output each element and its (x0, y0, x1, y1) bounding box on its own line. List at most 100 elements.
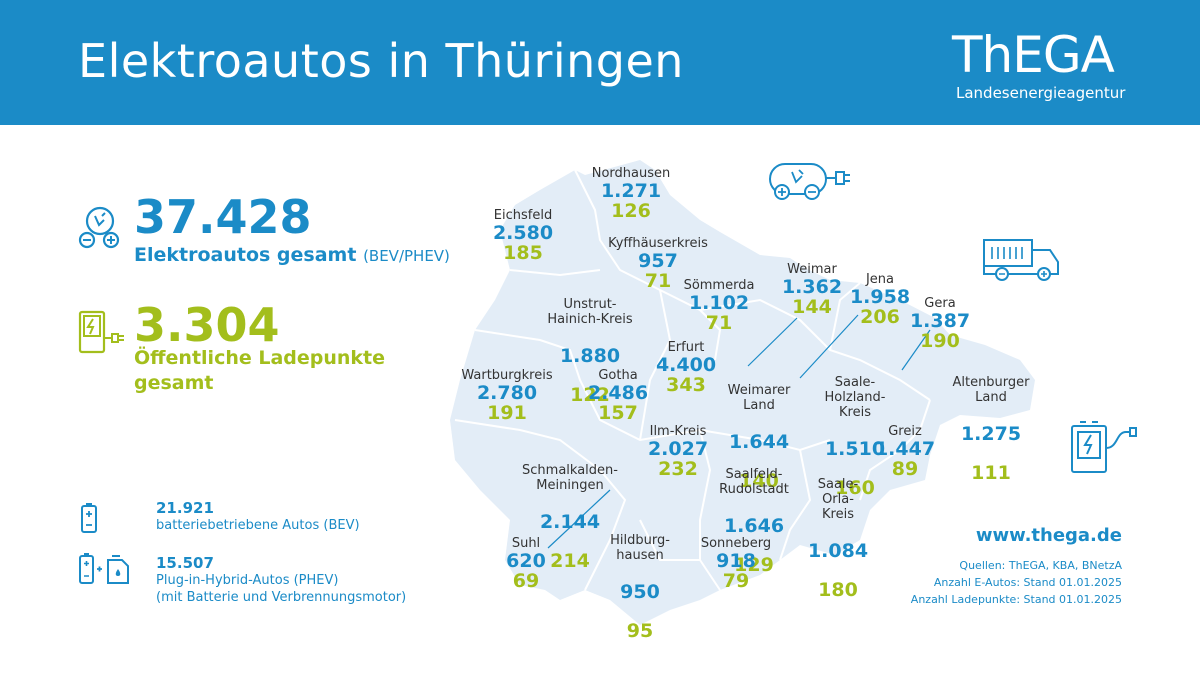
district-ev: 1.880 (559, 345, 621, 367)
map-shape (450, 160, 1035, 625)
border-line (859, 399, 931, 501)
district-hildburghausen: Hildburg- hausen 950 95 (598, 514, 682, 660)
district-ev: 1.387 (909, 310, 971, 332)
district-ilm-kreis: Ilm-Kreis 2.027 232 (638, 424, 718, 479)
district-charge: 79 (722, 570, 750, 592)
district-name: Weimar (787, 262, 837, 277)
district-name: Nordhausen (591, 166, 671, 181)
district-ev: 1.275 (960, 423, 1022, 445)
charging-station-icon (78, 310, 124, 354)
district-ev: 2.486 (587, 382, 649, 404)
source-line: Quellen: ThEGA, KBA, BNetzA (959, 559, 1122, 572)
district-ev: 918 (716, 550, 756, 572)
district-altenburger-land: Altenburger Land 1.275 111 (944, 356, 1038, 502)
phev-sub: (mit Batterie und Verbrennungsmotor) (156, 590, 407, 605)
border-line (509, 269, 601, 277)
district-ev: 4.400 (655, 354, 717, 376)
border-line (474, 329, 831, 452)
district-charge: 185 (503, 242, 543, 264)
district-ev: 2.780 (476, 382, 538, 404)
district-ev: 957 (638, 250, 678, 272)
phev-label: Plug-in-Hybrid-Autos (PHEV) (156, 573, 339, 588)
district-name: Greiz (888, 424, 922, 439)
car-plug-icon (769, 163, 850, 200)
truck-ev-icon (983, 239, 1059, 281)
leader-lines (547, 314, 931, 549)
district-name: Saale- Orla- Kreis (817, 477, 859, 522)
district-name: Gera (924, 296, 956, 311)
district-name: Ilm-Kreis (649, 424, 707, 439)
district-ev: 2.027 (647, 438, 709, 460)
ev-total-label-small: (BEV/PHEV) (363, 247, 450, 265)
district-charge: 71 (705, 312, 733, 334)
district-name: Eichsfeld (493, 208, 553, 223)
ev-total-label-text: Elektroautos gesamt (134, 244, 357, 266)
district-name: Jena (865, 272, 895, 287)
district-weimar: Weimar 1.362 144 (772, 262, 852, 317)
bev-label: batteriebetriebene Autos (BEV) (156, 518, 360, 533)
district-name: Altenburger Land (952, 375, 1030, 405)
sources-block: Quellen: ThEGA, KBA, BNetzA Anzahl E-Aut… (911, 557, 1122, 608)
logo-text: ThEGA (952, 26, 1115, 84)
district-unstrut-hainich: Unstrut- Hainich-Kreis 1.880 122 (540, 278, 640, 424)
district-ev: 1.084 (807, 540, 869, 562)
district-ev: 1.958 (849, 286, 911, 308)
district-gotha: Gotha 2.486 157 (578, 368, 658, 423)
district-charge: 71 (644, 270, 672, 292)
district-name: Sonneberg (700, 536, 772, 551)
district-charge: 122 (570, 384, 610, 406)
district-ev: 2.144 (539, 511, 601, 533)
district-wartburgkreis: Wartburgkreis 2.780 191 (452, 368, 562, 423)
source-line: Anzahl Ladepunkte: Stand 01.01.2025 (910, 593, 1122, 606)
district-borders (454, 169, 931, 591)
district-charge: 206 (860, 306, 900, 328)
thega-logo: ThEGA Landesenergieagentur (952, 26, 1126, 102)
page-title: Elektroautos in Thüringen (78, 34, 684, 88)
district-saale-orla-kreis: Saale- Orla- Kreis 1.084 180 (800, 458, 876, 619)
district-charge: 126 (611, 200, 651, 222)
district-nordhausen: Nordhausen 1.271 126 (586, 166, 676, 221)
district-charge: 214 (550, 550, 590, 572)
border-line (639, 289, 672, 441)
district-charge: 111 (971, 462, 1011, 484)
border-line (639, 519, 700, 561)
border-line (574, 169, 722, 361)
district-ev: 620 (506, 550, 546, 572)
district-kyffhaeuserkreis: Kyffhäuserkreis 957 71 (598, 236, 718, 291)
border-line (454, 419, 627, 591)
phev-value: 15.507 (156, 554, 214, 572)
phev-stat: 15.507 Plug-in-Hybrid-Autos (PHEV) (mit … (156, 555, 406, 606)
district-saale-holzland: Saale- Holzland- Kreis 1.510 160 (812, 356, 898, 517)
district-charge: 89 (891, 458, 919, 480)
logo-subtitle: Landesenergieagentur (956, 84, 1126, 102)
district-charge: 191 (487, 402, 527, 424)
charge-total-label: Öffentliche Ladepunkte gesamt (134, 347, 386, 394)
source-line: Anzahl E-Autos: Stand 01.01.2025 (933, 576, 1122, 589)
district-ev: 950 (620, 581, 660, 603)
district-weimarer-land: Weimarer Land 1.644 140 (716, 364, 802, 510)
charging-pole-icon (1071, 421, 1137, 473)
district-name: Saale- Holzland- Kreis (824, 375, 886, 420)
district-ev: 1.646 (723, 515, 785, 537)
district-charge: 180 (818, 579, 858, 601)
district-name: Gotha (598, 368, 638, 383)
website-link[interactable]: www.thega.de (975, 525, 1122, 546)
district-charge: 69 (512, 570, 540, 592)
district-greiz: Greiz 1.447 89 (868, 424, 942, 479)
leader-gera (901, 329, 931, 371)
leader-weimar (747, 317, 798, 367)
district-eichsfeld: Eichsfeld 2.580 185 (478, 208, 568, 263)
district-sonneberg: Sonneberg 918 79 (690, 536, 782, 591)
district-charge: 129 (734, 554, 774, 576)
charge-total-number: 3.304 (134, 298, 280, 352)
bev-stat: 21.921 batteriebetriebene Autos (BEV) (156, 500, 360, 534)
bev-value: 21.921 (156, 499, 214, 517)
district-gera: Gera 1.387 190 (902, 296, 978, 351)
district-charge: 157 (598, 402, 638, 424)
border-line (779, 449, 812, 561)
district-charge: 95 (626, 620, 654, 642)
district-ev: 1.510 (824, 438, 886, 460)
ev-car-icon (78, 206, 120, 249)
border-line (829, 282, 861, 351)
